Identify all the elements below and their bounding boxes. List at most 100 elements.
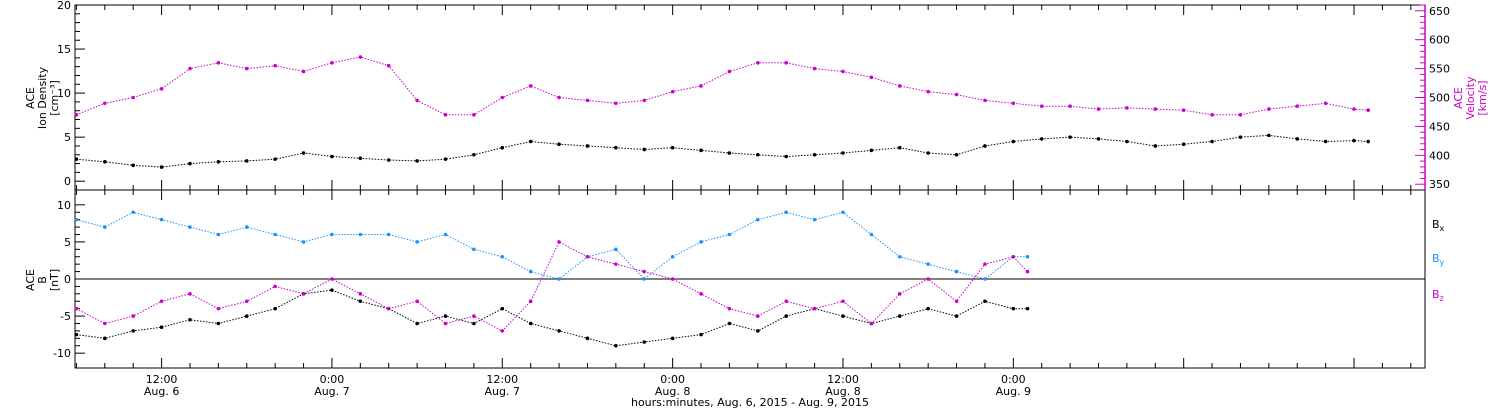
bz-series-point-21 [670, 277, 675, 281]
bx-series-point-18 [585, 336, 590, 341]
velocity-series-point-32 [983, 98, 987, 103]
bz-series-line [76, 241, 1028, 332]
legend-by: By [1432, 252, 1445, 267]
density-series-point-24 [756, 152, 760, 157]
bz-series-point-12 [415, 299, 419, 304]
by-series-point-1 [103, 225, 107, 229]
density-series-point-44 [1323, 139, 1328, 144]
bz-series-point-9 [330, 277, 334, 281]
by-series-point-30 [926, 262, 930, 266]
bz-series-point-0 [74, 306, 79, 311]
velocity-series-point-37 [1125, 106, 1129, 110]
bx-series-point-6 [244, 314, 249, 318]
by-series-point-12 [415, 240, 419, 244]
xtick-date-label-4: Aug. 8 [825, 385, 860, 398]
bx-series-point-27 [841, 314, 845, 318]
velocity-series-point-27 [841, 69, 845, 74]
by-series-point-28 [869, 232, 874, 237]
density-series-point-22 [699, 148, 703, 153]
bz-series-point-31 [954, 299, 959, 304]
bx-series-point-10 [358, 299, 363, 304]
velocity-series-point-35 [1068, 104, 1072, 108]
velocity-series-point-22 [699, 84, 703, 88]
density-series-point-35 [1068, 135, 1072, 139]
bx-series-point-33 [1011, 306, 1016, 311]
xtick-time-label-5: 0:00 [1001, 373, 1026, 386]
velocity-series-point-19 [614, 101, 618, 106]
velocity-series-point-15 [500, 95, 505, 100]
bz-series-point-22 [699, 292, 703, 296]
bz-series-point-6 [244, 299, 249, 304]
density-series-point-26 [812, 152, 817, 157]
density-series-point-30 [926, 151, 930, 155]
xtick-time-label-2: 12:00 [486, 373, 518, 386]
bz-series-point-17 [557, 240, 561, 244]
xtick-date-label-3: Aug. 8 [655, 385, 690, 398]
top-ytick-label-0: 0 [64, 175, 71, 188]
bx-series-point-3 [159, 325, 164, 330]
density-series-point-32 [983, 144, 987, 148]
velocity-series-point-40 [1210, 113, 1214, 117]
bz-series-point-2 [131, 314, 136, 318]
bz-series-point-4 [188, 292, 192, 296]
by-series-point-31 [954, 269, 959, 274]
density-series-point-40 [1210, 139, 1214, 144]
density-series-point-41 [1238, 135, 1243, 139]
velocity-series-point-42 [1267, 107, 1271, 111]
density-series-point-2 [131, 163, 136, 168]
density-series-point-9 [330, 154, 334, 159]
top-y2tick-label-4: 550 [1429, 63, 1450, 76]
velocity-series-point-2 [131, 95, 136, 100]
velocity-series-point-18 [585, 98, 590, 103]
top-y2tick-label-5: 600 [1429, 34, 1450, 47]
density-series-point-46 [1366, 139, 1371, 144]
velocity-series-point-38 [1153, 107, 1158, 111]
velocity-series-point-0 [74, 113, 79, 117]
top-y2tick-label-0: 350 [1429, 178, 1450, 191]
bz-series-point-11 [386, 306, 391, 311]
velocity-series-point-41 [1238, 113, 1243, 117]
bx-series-point-29 [897, 314, 902, 318]
by-series-point-19 [614, 247, 618, 252]
by-series-point-0 [74, 217, 79, 222]
bx-series-point-19 [614, 343, 618, 348]
by-series-point-11 [386, 232, 391, 237]
bx-series-point-9 [330, 288, 334, 292]
velocity-series-point-1 [103, 101, 107, 106]
top-y2label-line2: Velocity [1464, 76, 1477, 120]
density-series-point-3 [159, 165, 164, 169]
top-ytick-label-3: 15 [57, 43, 71, 56]
top-y2tick-label-3: 500 [1429, 92, 1450, 105]
velocity-series-point-30 [926, 89, 930, 94]
by-series-point-13 [443, 232, 448, 237]
bz-series-point-25 [784, 299, 788, 304]
density-series-point-11 [386, 158, 391, 162]
bottom-ytick-label-1: -5 [60, 310, 71, 323]
velocity-series-point-7 [273, 63, 277, 68]
bz-series-point-14 [472, 314, 476, 318]
bottom-ytick-label-4: 10 [57, 199, 71, 212]
density-series-point-20 [642, 147, 647, 152]
bz-series-point-23 [727, 306, 732, 311]
bz-series-point-19 [614, 262, 618, 266]
top-ytick-label-1: 5 [64, 131, 71, 144]
bz-series-point-26 [812, 306, 817, 311]
density-series-point-0 [74, 157, 79, 161]
by-series-point-29 [897, 254, 902, 259]
bottom-ytick-label-3: 5 [64, 236, 71, 249]
top-ylabel-line3: [cm⁻³] [48, 80, 61, 116]
bx-series-point-2 [131, 329, 136, 333]
bx-series-point-23 [727, 321, 732, 326]
by-series-point-16 [528, 269, 533, 274]
top-ytick-label-2: 10 [57, 87, 71, 100]
density-series-point-34 [1039, 137, 1044, 141]
xtick-time-label-4: 12:00 [827, 373, 859, 386]
by-series-point-2 [131, 210, 136, 215]
by-series-point-23 [727, 232, 732, 237]
velocity-series-point-34 [1039, 104, 1044, 108]
top-y2label-line1: ACE [1452, 87, 1465, 109]
top-y2label-line3: [km/s] [1476, 80, 1489, 115]
bz-series-point-29 [897, 292, 902, 296]
